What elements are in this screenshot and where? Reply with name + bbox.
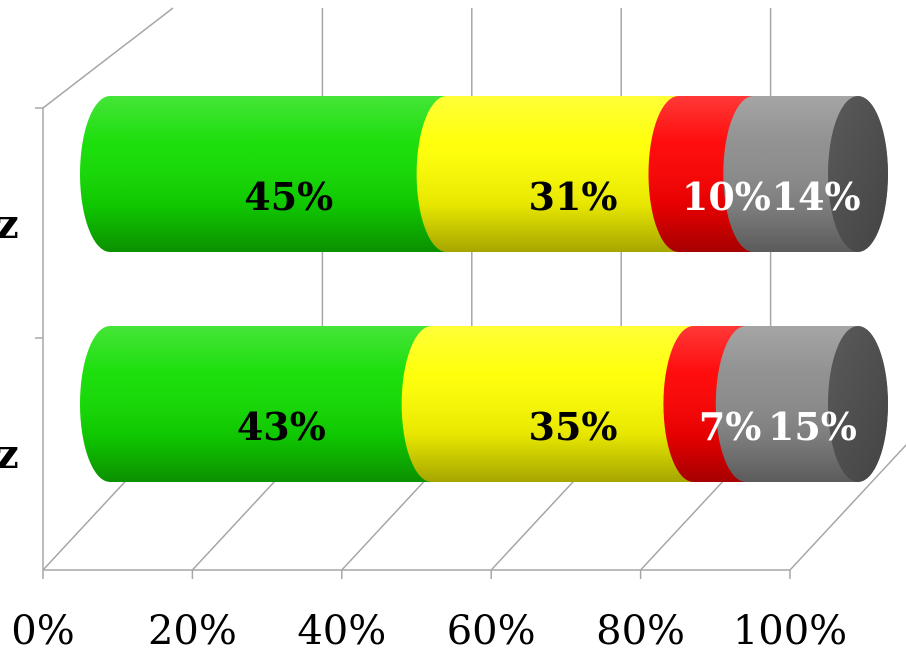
x-tick-label: 40% xyxy=(297,608,386,652)
cylinder-end-cap-shading xyxy=(828,96,888,252)
cylinder-end-cap-shading xyxy=(828,326,888,482)
x-tick-label: 80% xyxy=(596,608,685,652)
category-label: z xyxy=(0,201,19,248)
gridline-floor xyxy=(789,443,906,571)
x-tick-label: 100% xyxy=(733,608,847,652)
data-label: 45% xyxy=(244,174,333,219)
wall-top-edge xyxy=(42,7,174,109)
x-tick-label: 60% xyxy=(447,608,536,652)
labels: z 45% 31% 10% 14% z 43% 35% 7% 15% xyxy=(0,174,861,478)
x-tick-label: 0% xyxy=(11,608,74,652)
bar-segment-shading xyxy=(401,326,724,482)
bars xyxy=(80,96,888,482)
category-label: z xyxy=(0,431,19,478)
bar-segment-shading xyxy=(416,96,709,252)
data-label: 43% xyxy=(237,404,326,449)
data-label: 35% xyxy=(529,404,618,449)
axes: 0% 20% 40% 60% 80% 100% xyxy=(11,570,847,652)
data-label: 31% xyxy=(529,174,618,219)
bar-segment-shading xyxy=(80,326,462,482)
data-label: 10% xyxy=(682,174,771,219)
bar-segment-shading xyxy=(80,96,477,252)
data-label: 15% xyxy=(768,404,857,449)
data-label: 14% xyxy=(772,174,861,219)
x-tick-label: 20% xyxy=(148,608,237,652)
gridlines xyxy=(35,7,906,571)
data-label: 7% xyxy=(699,404,762,449)
